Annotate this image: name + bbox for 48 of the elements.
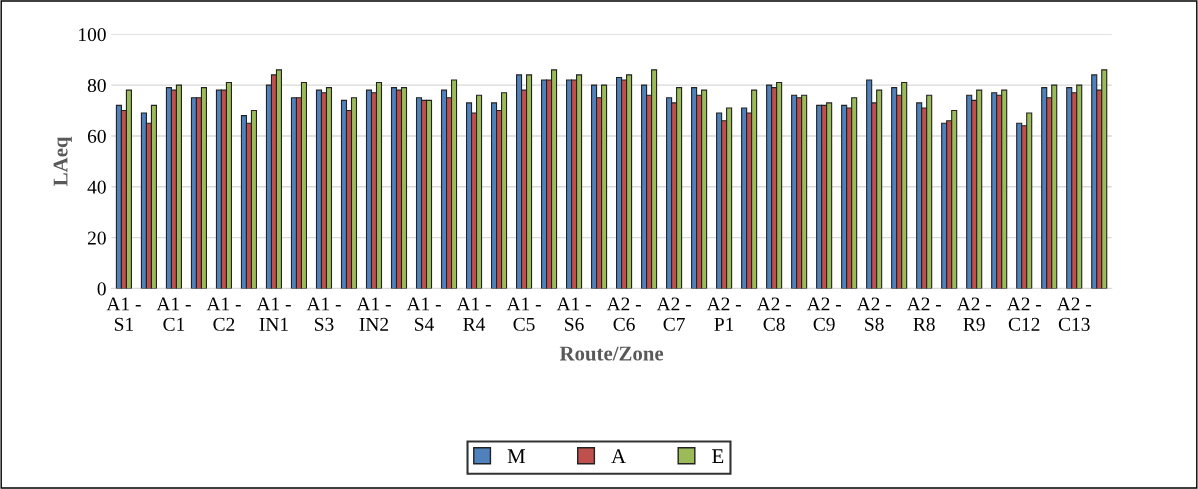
- bar: [175, 84, 182, 289]
- x-tick-label: A2 - C7: [656, 297, 691, 331]
- bar: [500, 92, 508, 289]
- x-tick-label: A1 - R4: [456, 297, 491, 331]
- y-tick-label: 80: [87, 78, 106, 93]
- bar: [125, 89, 132, 289]
- bar: [225, 81, 233, 289]
- bar: [300, 81, 308, 289]
- x-tick-label: A1 - IN2: [356, 297, 391, 331]
- x-tick-label: A2 - C6: [606, 297, 641, 331]
- legend-label: A: [611, 449, 626, 464]
- x-tick-label: A1 - S6: [556, 297, 591, 331]
- bar: [450, 79, 458, 289]
- x-tick-label: A1 - S1: [106, 297, 141, 331]
- x-tick-label: A1 - S3: [306, 297, 341, 331]
- bar: [375, 81, 383, 289]
- bar: [275, 69, 283, 289]
- y-tick-label: 100: [79, 28, 106, 42]
- x-tick-label: A2 - C12: [1006, 297, 1042, 331]
- x-tick-label: A1 - IN1: [256, 297, 291, 331]
- x-tick-label: A2 - S8: [856, 297, 892, 331]
- bar: [150, 104, 157, 289]
- bar: [250, 109, 258, 289]
- bar: [425, 99, 433, 289]
- y-tick-label: 0: [97, 282, 106, 296]
- bar: [200, 87, 208, 289]
- x-tick-label: A2 - R9: [956, 297, 992, 331]
- x-axis-title: Route/Zone: [559, 346, 664, 361]
- x-tick-label: A1 - C1: [156, 297, 191, 331]
- bar: [400, 87, 408, 289]
- y-tick-label: 40: [87, 180, 106, 194]
- x-tick-label: A1 - C2: [206, 297, 241, 331]
- y-axis-title: LAeq: [53, 136, 72, 186]
- x-tick-label: A2 - P1: [706, 297, 741, 331]
- bar: [350, 97, 358, 289]
- bar: [525, 74, 533, 289]
- legend-label: M: [507, 449, 526, 464]
- x-tick-label: A2 - R8: [906, 297, 942, 331]
- x-tick-label: A1 - S4: [406, 297, 441, 331]
- bar: [475, 94, 483, 289]
- x-tick-label: A2 - C13: [1056, 297, 1092, 331]
- bar: [325, 87, 333, 289]
- x-tick-label: A1 - C5: [506, 297, 541, 331]
- x-tick-label: A2 - C9: [806, 297, 841, 331]
- x-tick-label: A2 - C8: [756, 297, 791, 331]
- y-tick-label: 20: [87, 231, 106, 245]
- legend-label: E: [712, 449, 724, 464]
- y-tick-label: 60: [87, 129, 106, 143]
